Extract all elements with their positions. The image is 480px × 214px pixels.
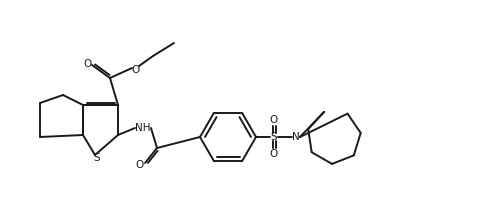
Text: N: N [292,132,300,142]
Text: O: O [270,149,278,159]
Text: NH: NH [135,123,151,133]
Text: O: O [132,65,140,75]
Text: O: O [270,115,278,125]
Text: S: S [94,153,100,163]
Text: S: S [271,132,277,142]
Text: O: O [136,160,144,170]
Text: O: O [83,59,91,69]
